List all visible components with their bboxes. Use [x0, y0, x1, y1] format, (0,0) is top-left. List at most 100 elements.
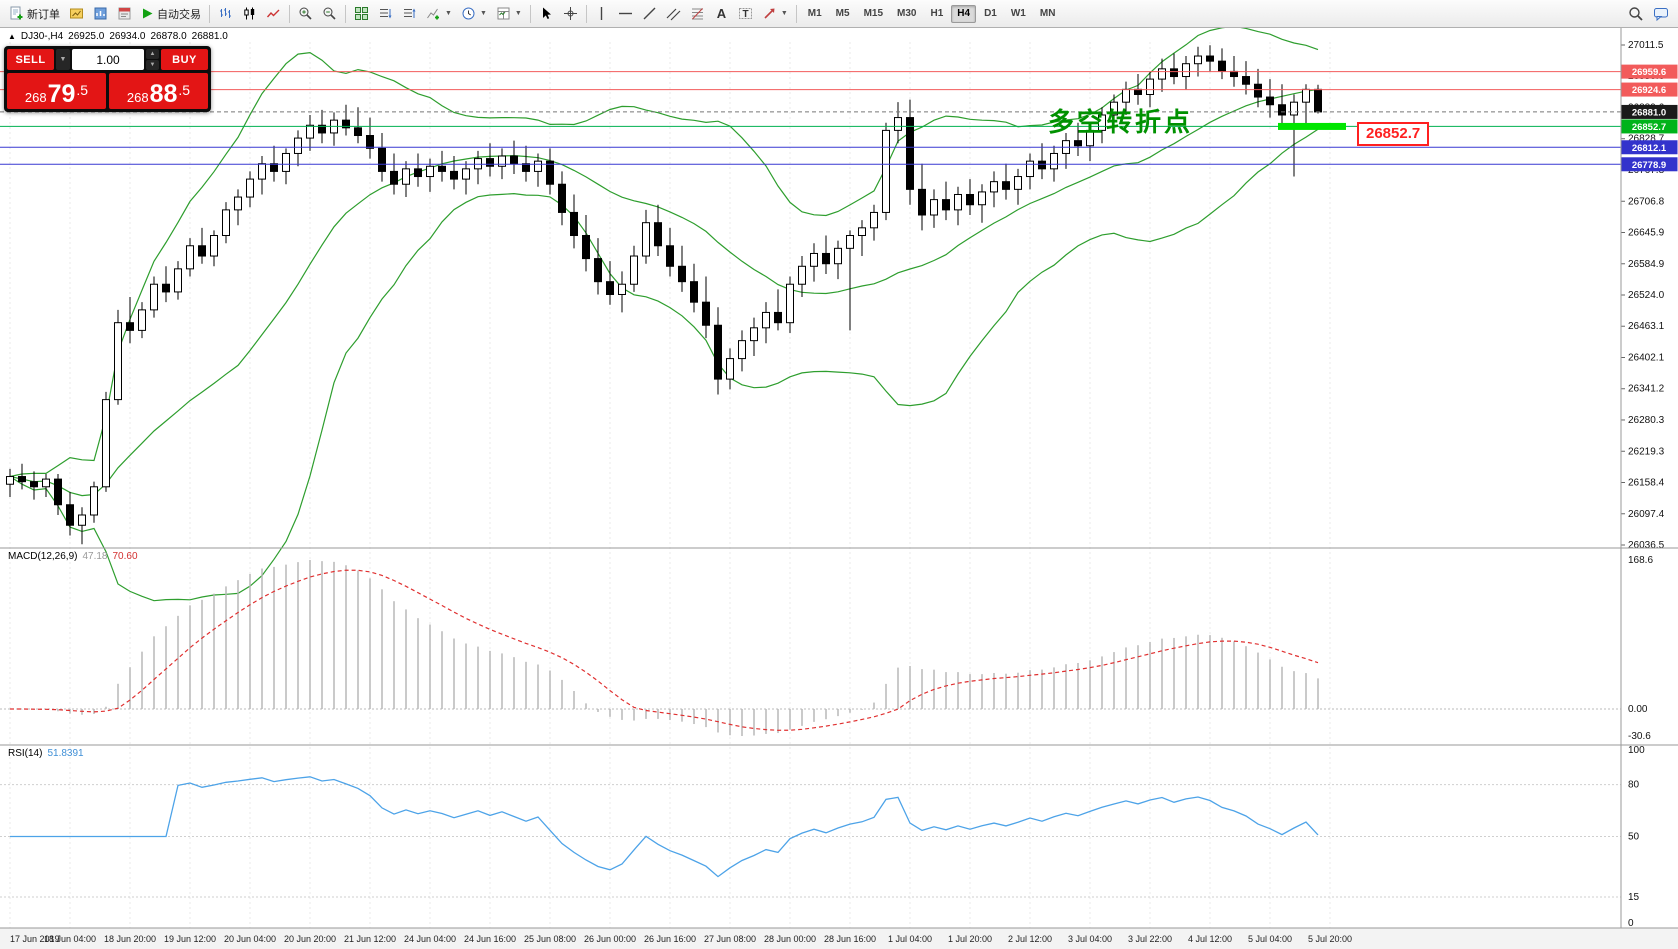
cursor-icon: [542, 7, 551, 19]
volume-input[interactable]: [72, 51, 144, 68]
candle-bullish: [810, 252, 818, 267]
community-chat-button[interactable]: [1649, 3, 1673, 25]
crosshair-icon: [563, 7, 577, 20]
time-axis-label: 25 Jun 08:00: [524, 934, 576, 944]
timeframe-group: M1 M5 M15 M30 H1 H4 D1 W1 MN: [801, 4, 1063, 23]
timeframe-M5-button[interactable]: M5: [835, 7, 850, 19]
timeframe-H1-button[interactable]: H1: [930, 7, 944, 19]
templates-button[interactable]: ▼: [492, 3, 526, 25]
symbol-period-label: DJ30-,H4: [20, 31, 64, 42]
indicators-button[interactable]: ▼: [422, 3, 456, 25]
candle-bearish: [582, 235, 590, 260]
sell-price-suffix: .5: [76, 82, 89, 98]
new-order-button[interactable]: 新订单: [5, 3, 64, 25]
channel-icon: [666, 8, 681, 21]
time-axis-label: 20 Jun 04:00: [224, 934, 276, 944]
macd-main-value: 47.18: [82, 551, 108, 562]
timeframe-MN-button[interactable]: MN: [1039, 7, 1056, 19]
volume-up-button[interactable]: ▲: [146, 49, 159, 59]
search-button[interactable]: [1624, 3, 1648, 25]
candle-bullish: [618, 283, 626, 295]
horizontal-line-button[interactable]: [614, 3, 637, 25]
candle-bearish: [1038, 160, 1046, 170]
auto-arrange-button[interactable]: [374, 3, 397, 25]
volume-dropdown-button[interactable]: ▼: [56, 49, 70, 70]
one-click-toggle-icon[interactable]: ▲: [8, 32, 16, 41]
line-chart-button[interactable]: [262, 3, 285, 25]
open-value: 26925.0: [68, 31, 105, 42]
candle-bullish: [114, 322, 122, 401]
candlestick-button[interactable]: [238, 3, 261, 25]
timeframe-W1-button[interactable]: W1: [1010, 7, 1026, 19]
periods-button[interactable]: ▼: [457, 3, 491, 25]
price-tag-label: 26812.1: [1632, 143, 1667, 154]
price-axis-label: 26036.5: [1628, 540, 1665, 551]
trendline-button[interactable]: [638, 3, 661, 25]
timeframe-M15-button[interactable]: M15: [863, 7, 884, 19]
candle-bullish: [90, 486, 98, 516]
price-tag: [1621, 119, 1678, 134]
track-chart-button[interactable]: [398, 3, 421, 25]
buy-price-display[interactable]: 268 88 .5: [109, 73, 208, 109]
candle-bullish: [222, 209, 230, 237]
crosshair-button[interactable]: [559, 3, 582, 25]
autotrading-button[interactable]: 自动交易: [137, 3, 205, 25]
candle-bearish: [18, 476, 26, 483]
price-tag-label: 26852.7: [1632, 122, 1666, 133]
label-button[interactable]: T: [734, 3, 757, 25]
macd-axis-label: 168.6: [1628, 555, 1653, 566]
timeframe-M1-button[interactable]: M1: [807, 7, 822, 19]
candle-bearish: [1170, 68, 1178, 78]
time-axis-label: 27 Jun 08:00: [704, 934, 756, 944]
buy-button[interactable]: BUY: [161, 49, 208, 70]
chart-profiles-button[interactable]: [65, 3, 88, 25]
price-tag: [1621, 104, 1678, 119]
candle-bullish: [534, 160, 542, 172]
terminal-button[interactable]: [113, 3, 136, 25]
candle-bearish: [942, 199, 950, 211]
channel-button[interactable]: [662, 3, 685, 25]
candle-bullish: [1302, 88, 1310, 103]
sell-button[interactable]: SELL: [7, 49, 54, 70]
candle-bullish: [750, 327, 758, 342]
candle-bullish: [1182, 63, 1190, 78]
time-axis-label: 5 Jul 04:00: [1248, 934, 1292, 944]
candle-bearish: [822, 252, 830, 265]
price-tag-label: 26778.9: [1632, 160, 1666, 171]
bar-chart-button[interactable]: [214, 3, 237, 25]
main-toolbar: 新订单 自动交易 ▼ ▼: [0, 0, 1678, 28]
timeframe-D1-button[interactable]: D1: [984, 7, 997, 19]
vertical-line-icon: [601, 7, 603, 20]
track-chart-icon: [404, 8, 416, 18]
candle-bearish: [1206, 55, 1214, 62]
trendline-icon: [643, 7, 656, 20]
tile-windows-button[interactable]: [350, 3, 373, 25]
vertical-line-button[interactable]: [591, 3, 613, 25]
candle-bullish: [174, 268, 182, 293]
candle-bullish: [498, 155, 506, 167]
market-watch-button[interactable]: [89, 3, 112, 25]
cursor-button[interactable]: [535, 3, 558, 25]
fibonacci-button[interactable]: [686, 3, 709, 25]
volume-down-button[interactable]: ▼: [146, 60, 159, 70]
zoom-out-button[interactable]: [318, 3, 341, 25]
rsi-value: 51.8391: [47, 748, 84, 759]
text-button[interactable]: A: [710, 3, 733, 25]
timeframe-H4-button[interactable]: H4: [951, 4, 977, 23]
svg-text:T: T: [742, 9, 748, 20]
price-tag: [1621, 82, 1678, 97]
candle-bearish: [1218, 60, 1226, 72]
candle-bullish: [1158, 68, 1166, 80]
arrows-button[interactable]: ▼: [758, 3, 792, 25]
zoom-in-button[interactable]: [294, 3, 317, 25]
candle-bearish: [486, 158, 494, 167]
candle-bearish: [270, 163, 278, 172]
sell-price-display[interactable]: 268 79 .5: [7, 73, 106, 109]
svg-text:A: A: [717, 6, 727, 21]
arrows-icon: [764, 8, 775, 19]
timeframe-M30-button[interactable]: M30: [897, 7, 917, 19]
zoom-out-icon: [323, 7, 336, 20]
candle-bullish: [402, 168, 410, 185]
